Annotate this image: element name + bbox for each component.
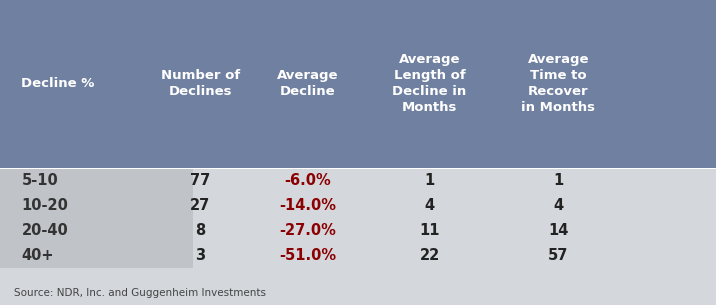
Text: 5-10: 5-10 <box>21 173 58 188</box>
Text: 1: 1 <box>553 173 563 188</box>
Text: 14: 14 <box>548 223 569 238</box>
Text: 8: 8 <box>195 223 205 238</box>
Text: 4: 4 <box>553 198 563 213</box>
Text: Number of
Declines: Number of Declines <box>161 69 240 99</box>
Text: Source: NDR, Inc. and Guggenheim Investments: Source: NDR, Inc. and Guggenheim Investm… <box>14 288 266 298</box>
Text: 3: 3 <box>195 248 205 263</box>
Text: 57: 57 <box>548 248 569 263</box>
Text: Average
Length of
Decline in
Months: Average Length of Decline in Months <box>392 53 467 114</box>
Text: Average
Decline: Average Decline <box>277 69 339 99</box>
Text: 1: 1 <box>425 173 435 188</box>
Text: -14.0%: -14.0% <box>279 198 337 213</box>
Text: 4: 4 <box>425 198 435 213</box>
FancyBboxPatch shape <box>0 168 716 169</box>
FancyBboxPatch shape <box>0 168 716 268</box>
Text: -6.0%: -6.0% <box>284 173 332 188</box>
Text: Decline %: Decline % <box>21 77 95 90</box>
Text: 27: 27 <box>190 198 211 213</box>
FancyBboxPatch shape <box>0 168 193 268</box>
Text: 10-20: 10-20 <box>21 198 68 213</box>
Text: -27.0%: -27.0% <box>279 223 337 238</box>
Text: -51.0%: -51.0% <box>279 248 337 263</box>
FancyBboxPatch shape <box>0 0 716 168</box>
Text: 40+: 40+ <box>21 248 54 263</box>
Text: 77: 77 <box>190 173 211 188</box>
Text: 22: 22 <box>420 248 440 263</box>
Text: 20-40: 20-40 <box>21 223 68 238</box>
Text: Average
Time to
Recover
in Months: Average Time to Recover in Months <box>521 53 596 114</box>
Text: 11: 11 <box>420 223 440 238</box>
